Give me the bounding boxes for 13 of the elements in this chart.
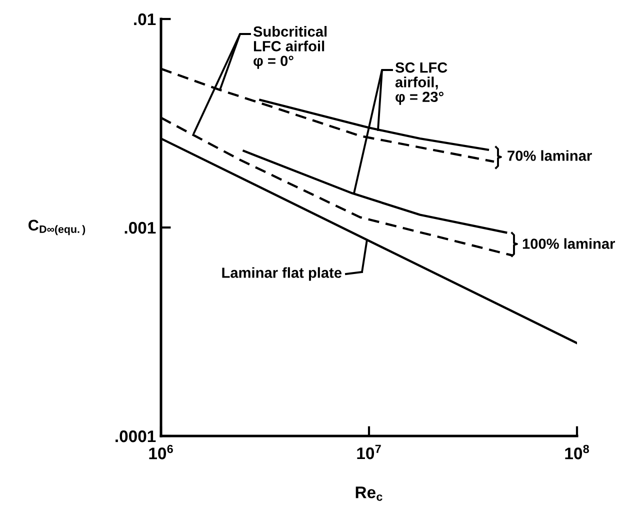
y-axis-title: C$_{D∞(equ.)}$: [28, 220, 86, 236]
annotation: Laminar flat plate: [222, 267, 342, 281]
x-tick-label: 10$^{6}$: [149, 444, 173, 460]
annotation: Subcritical LFC airfoil φ = 0°: [253, 26, 327, 69]
y-tick-label: .01: [134, 13, 156, 26]
y-tick-label: .0001: [116, 430, 156, 442]
annotation: SC LFC airfoil, φ = 23°: [395, 62, 448, 105]
x-tick-label: 10$^{7}$: [357, 444, 381, 460]
y-tick-label: .001: [124, 222, 156, 234]
annotation: 100% laminar: [522, 238, 616, 249]
x-tick-label: 10$^{8}$: [565, 444, 589, 460]
annotation: 70% laminar: [508, 150, 592, 161]
x-axis-title: Re$_{c}$: [356, 486, 382, 501]
